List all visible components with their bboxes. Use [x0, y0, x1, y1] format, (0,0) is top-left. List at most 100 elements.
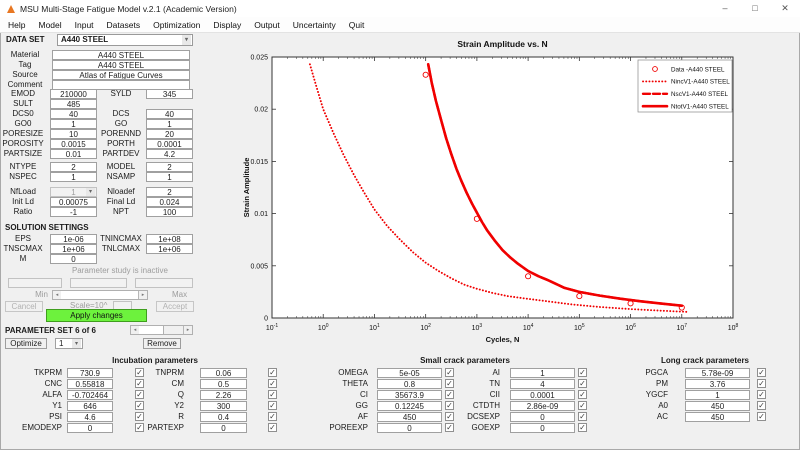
- tnprm-checkbox[interactable]: ✓: [268, 368, 277, 377]
- partexp-checkbox[interactable]: ✓: [268, 423, 277, 432]
- menu-model[interactable]: Model: [38, 19, 62, 30]
- nloadef-field[interactable]: 2: [146, 187, 193, 197]
- cii-checkbox[interactable]: ✓: [578, 390, 587, 399]
- dcsexp-checkbox[interactable]: ✓: [578, 412, 587, 421]
- syld-field[interactable]: 345: [146, 89, 193, 99]
- emodexp-field[interactable]: 0: [67, 423, 113, 433]
- pgca-field[interactable]: 5.78e-09: [685, 368, 750, 378]
- cm-field[interactable]: 0.5: [200, 379, 247, 389]
- tn-checkbox[interactable]: ✓: [578, 379, 587, 388]
- y1-checkbox[interactable]: ✓: [135, 401, 144, 410]
- partdev-field[interactable]: 4.2: [146, 149, 193, 159]
- theta-checkbox[interactable]: ✓: [445, 379, 454, 388]
- omega-checkbox[interactable]: ✓: [445, 368, 454, 377]
- cm-checkbox[interactable]: ✓: [268, 379, 277, 388]
- material-field[interactable]: A440 STEEL: [52, 50, 190, 60]
- af-checkbox[interactable]: ✓: [445, 412, 454, 421]
- menu-uncertainty[interactable]: Uncertainty: [292, 19, 336, 30]
- study-slider[interactable]: ◂ ▸: [52, 290, 148, 300]
- ctdth-checkbox[interactable]: ✓: [578, 401, 587, 410]
- tag-field[interactable]: A440 STEEL: [52, 60, 190, 70]
- final-ld-field[interactable]: 0.024: [146, 197, 193, 207]
- partexp-field[interactable]: 0: [200, 423, 247, 433]
- y1-field[interactable]: 646: [67, 401, 113, 411]
- emodexp-checkbox[interactable]: ✓: [135, 423, 144, 432]
- theta-field[interactable]: 0.8: [377, 379, 442, 389]
- q-checkbox[interactable]: ✓: [268, 390, 277, 399]
- y2-field[interactable]: 300: [200, 401, 247, 411]
- tkprm-field[interactable]: 730.9: [67, 368, 113, 378]
- a0-field[interactable]: 450: [685, 401, 750, 411]
- cnc-checkbox[interactable]: ✓: [135, 379, 144, 388]
- nsamp-field[interactable]: 1: [146, 172, 193, 182]
- dcsexp-field[interactable]: 0: [510, 412, 575, 422]
- porennd-field[interactable]: 20: [146, 129, 193, 139]
- dcs-field[interactable]: 40: [146, 109, 193, 119]
- model-field[interactable]: 2: [146, 162, 193, 172]
- y2-checkbox[interactable]: ✓: [268, 401, 277, 410]
- close-button[interactable]: ✕: [781, 3, 789, 13]
- menu-quit[interactable]: Quit: [348, 19, 365, 30]
- slider-right-arrow-icon[interactable]: ▸: [183, 326, 192, 334]
- tnprm-field[interactable]: 0.06: [200, 368, 247, 378]
- ntype-field[interactable]: 2: [50, 162, 97, 172]
- alfa-field[interactable]: -0.702464: [67, 390, 113, 400]
- tnincmax-field[interactable]: 1e+08: [146, 234, 193, 244]
- remove-button[interactable]: Remove: [143, 338, 181, 349]
- tnlcmax-field[interactable]: 1e+06: [146, 244, 193, 254]
- study-value-field-1[interactable]: [8, 278, 62, 288]
- ratio-field[interactable]: -1: [50, 207, 97, 217]
- ctdth-field[interactable]: 2.86e-09: [510, 401, 575, 411]
- cii-field[interactable]: 0.0001: [510, 390, 575, 400]
- q-field[interactable]: 2.26: [200, 390, 247, 400]
- omega-field[interactable]: 5e-05: [377, 368, 442, 378]
- paramset-slider[interactable]: ◂ ▸: [130, 325, 193, 335]
- maximize-button[interactable]: □: [752, 3, 758, 13]
- tnscmax-field[interactable]: 1e+06: [50, 244, 97, 254]
- pm-field[interactable]: 3.76: [685, 379, 750, 389]
- nfload-dropdown[interactable]: 1 ▾: [50, 187, 97, 197]
- gg-field[interactable]: 0.12245: [377, 401, 442, 411]
- comment-field[interactable]: [52, 80, 190, 90]
- r-checkbox[interactable]: ✓: [268, 412, 277, 421]
- alfa-checkbox[interactable]: ✓: [135, 390, 144, 399]
- ai-checkbox[interactable]: ✓: [578, 368, 587, 377]
- ygcf-field[interactable]: 1: [685, 390, 750, 400]
- optimize-button[interactable]: Optimize: [5, 338, 47, 349]
- tn-field[interactable]: 4: [510, 379, 575, 389]
- source-field[interactable]: Atlas of Fatigue Curves: [52, 70, 190, 80]
- optimize-count-dropdown[interactable]: 1 ▾: [55, 338, 83, 349]
- cnc-field[interactable]: 0.55818: [67, 379, 113, 389]
- pm-checkbox[interactable]: ✓: [757, 379, 766, 388]
- poreexp-checkbox[interactable]: ✓: [445, 423, 454, 432]
- psi-field[interactable]: 4.6: [67, 412, 113, 422]
- slider-thumb[interactable]: [139, 326, 164, 334]
- eps-field[interactable]: 1e-06: [50, 234, 97, 244]
- study-value-field-2[interactable]: [70, 278, 127, 288]
- menu-help[interactable]: Help: [8, 19, 26, 30]
- go0-field[interactable]: 1: [50, 119, 97, 129]
- tkprm-checkbox[interactable]: ✓: [135, 368, 144, 377]
- gg-checkbox[interactable]: ✓: [445, 401, 454, 410]
- minimize-button[interactable]: –: [722, 3, 728, 13]
- go-field[interactable]: 1: [146, 119, 193, 129]
- ci-field[interactable]: 35673.9: [377, 390, 442, 400]
- menu-datasets[interactable]: Datasets: [106, 19, 141, 30]
- ac-checkbox[interactable]: ✓: [757, 412, 766, 421]
- nspec-field[interactable]: 1: [50, 172, 97, 182]
- goexp-field[interactable]: 0: [510, 423, 575, 433]
- ac-field[interactable]: 450: [685, 412, 750, 422]
- a0-checkbox[interactable]: ✓: [757, 401, 766, 410]
- ai-field[interactable]: 1: [510, 368, 575, 378]
- ygcf-checkbox[interactable]: ✓: [757, 390, 766, 399]
- accept-button[interactable]: Accept: [156, 301, 194, 312]
- apply-changes-button[interactable]: Apply changes: [46, 309, 147, 322]
- pgca-checkbox[interactable]: ✓: [757, 368, 766, 377]
- menu-output[interactable]: Output: [254, 19, 280, 30]
- goexp-checkbox[interactable]: ✓: [578, 423, 587, 432]
- dcs0-field[interactable]: 40: [50, 109, 97, 119]
- menu-optimization[interactable]: Optimization: [153, 19, 201, 30]
- partsize-field[interactable]: 0.01: [50, 149, 97, 159]
- ci-checkbox[interactable]: ✓: [445, 390, 454, 399]
- emod-field[interactable]: 210000: [50, 89, 97, 99]
